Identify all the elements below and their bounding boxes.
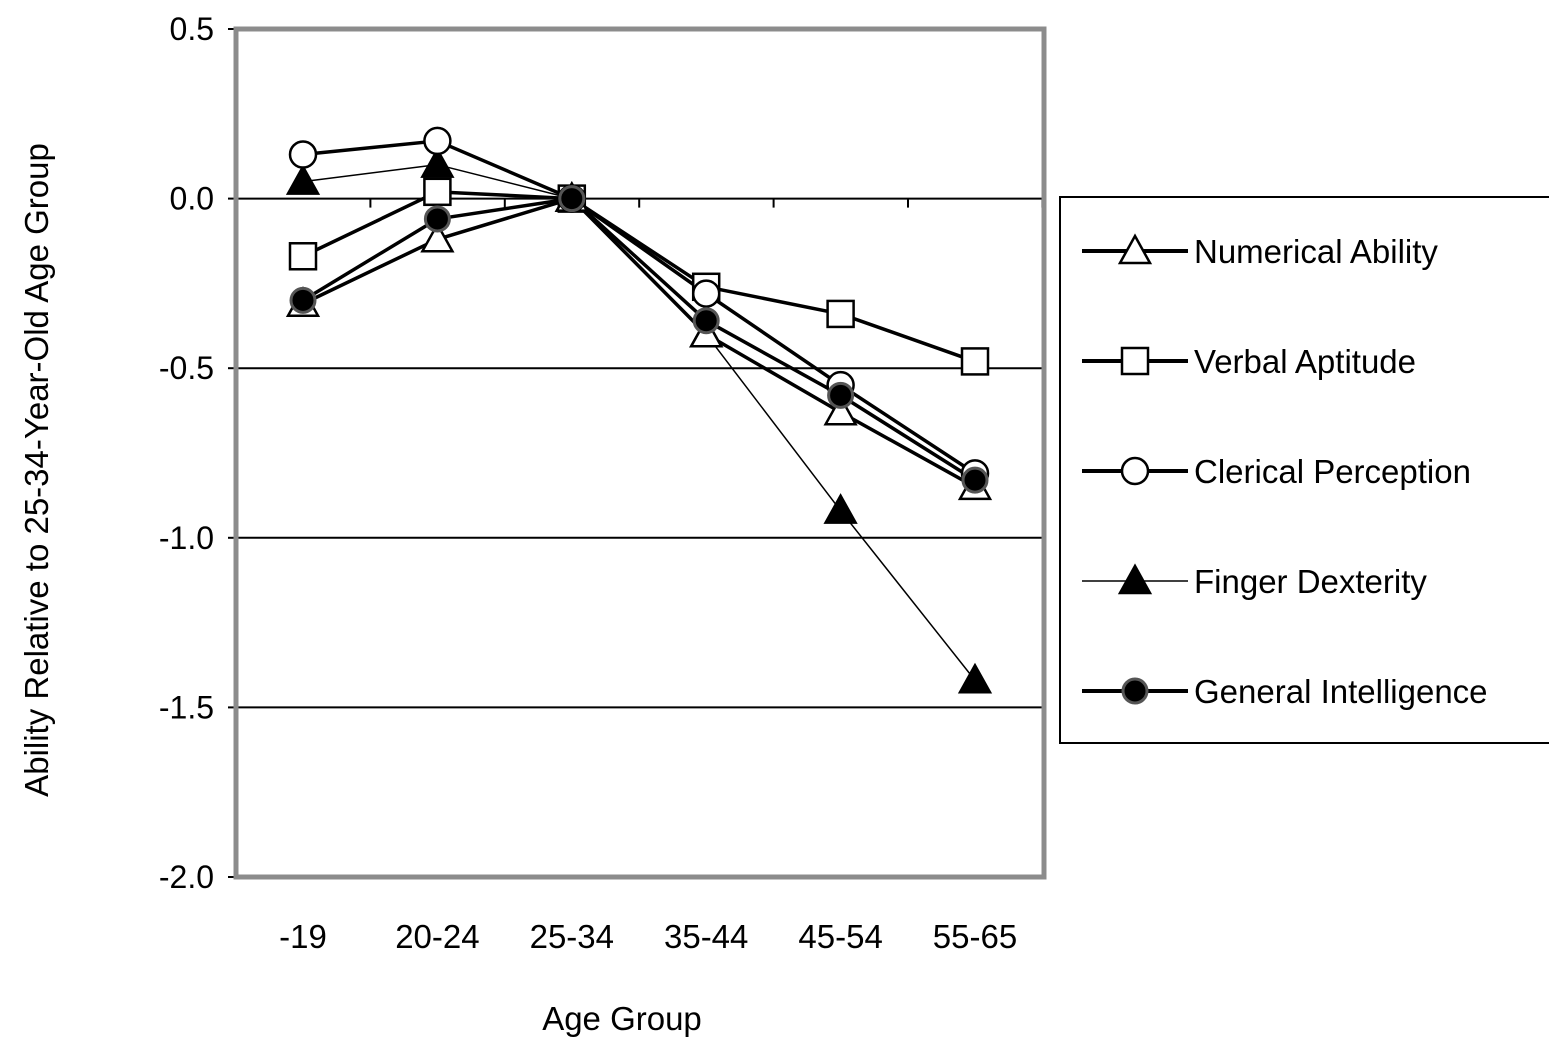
- x-tick-labels: -19 20-24 25-34 35-44 45-54 55-65: [279, 918, 1017, 955]
- y-tick-label: 0.5: [170, 11, 214, 47]
- plot-frame: [233, 26, 1047, 880]
- data-point: [960, 347, 990, 376]
- legend-label: Finger Dexterity: [1194, 563, 1427, 600]
- data-point: [423, 126, 452, 156]
- y-tick-label: -1.5: [159, 689, 214, 725]
- y-tick-label: -1.0: [159, 520, 214, 556]
- data-point: [823, 493, 858, 524]
- series-line: [302, 190, 976, 364]
- data-point: [423, 205, 451, 233]
- series-line: [302, 196, 976, 482]
- data-point: [288, 242, 318, 271]
- x-tick-label: 20-24: [395, 918, 479, 955]
- legend-label: General Intelligence: [1194, 673, 1488, 710]
- data-point: [691, 279, 721, 308]
- series-line: [302, 139, 976, 475]
- gridlines: [236, 197, 1044, 709]
- data-point: [957, 662, 993, 694]
- x-tick-label: -19: [279, 918, 327, 955]
- series: [285, 126, 993, 694]
- y-tick-label: -2.0: [159, 859, 214, 895]
- x-axis-title: Age Group: [542, 1000, 702, 1037]
- legend-marker: [1120, 346, 1150, 376]
- legend-label: Numerical Ability: [1194, 233, 1438, 270]
- legend-label: Verbal Aptitude: [1194, 343, 1416, 380]
- data-point: [558, 185, 586, 213]
- legend-marker: [1120, 456, 1150, 486]
- y-axis-title: Ability Relative to 25-34-Year-Old Age G…: [18, 143, 55, 797]
- data-point: [961, 466, 989, 494]
- legend: Numerical Ability Verbal Aptitude Clerical…: [1059, 196, 1549, 744]
- data-point: [289, 286, 317, 314]
- data-point: [288, 140, 318, 169]
- data-point: [827, 381, 855, 409]
- data-point: [826, 299, 855, 329]
- series-line: [302, 196, 976, 489]
- legend-marker: [1117, 563, 1153, 595]
- data-point: [285, 164, 321, 195]
- legend-marker: [1121, 677, 1149, 705]
- data-point: [420, 221, 455, 253]
- x-tick-label: 35-44: [664, 918, 748, 955]
- data-point: [420, 147, 455, 178]
- x-tick-label: 25-34: [530, 918, 614, 955]
- legend-label: Clerical Perception: [1194, 453, 1471, 490]
- y-tick-label: 0.0: [170, 181, 214, 217]
- x-tick-label: 45-54: [798, 918, 882, 955]
- x-tick-label: 55-65: [933, 918, 1017, 955]
- data-point: [692, 307, 720, 335]
- data-point: [823, 394, 858, 426]
- data-point: [423, 177, 452, 207]
- y-tick-labels: 0.5 0.0 -0.5 -1.0 -1.5 -2.0: [159, 11, 214, 895]
- axes: [228, 28, 1044, 878]
- legend-marker: [1117, 233, 1153, 265]
- y-tick-label: -0.5: [159, 350, 214, 386]
